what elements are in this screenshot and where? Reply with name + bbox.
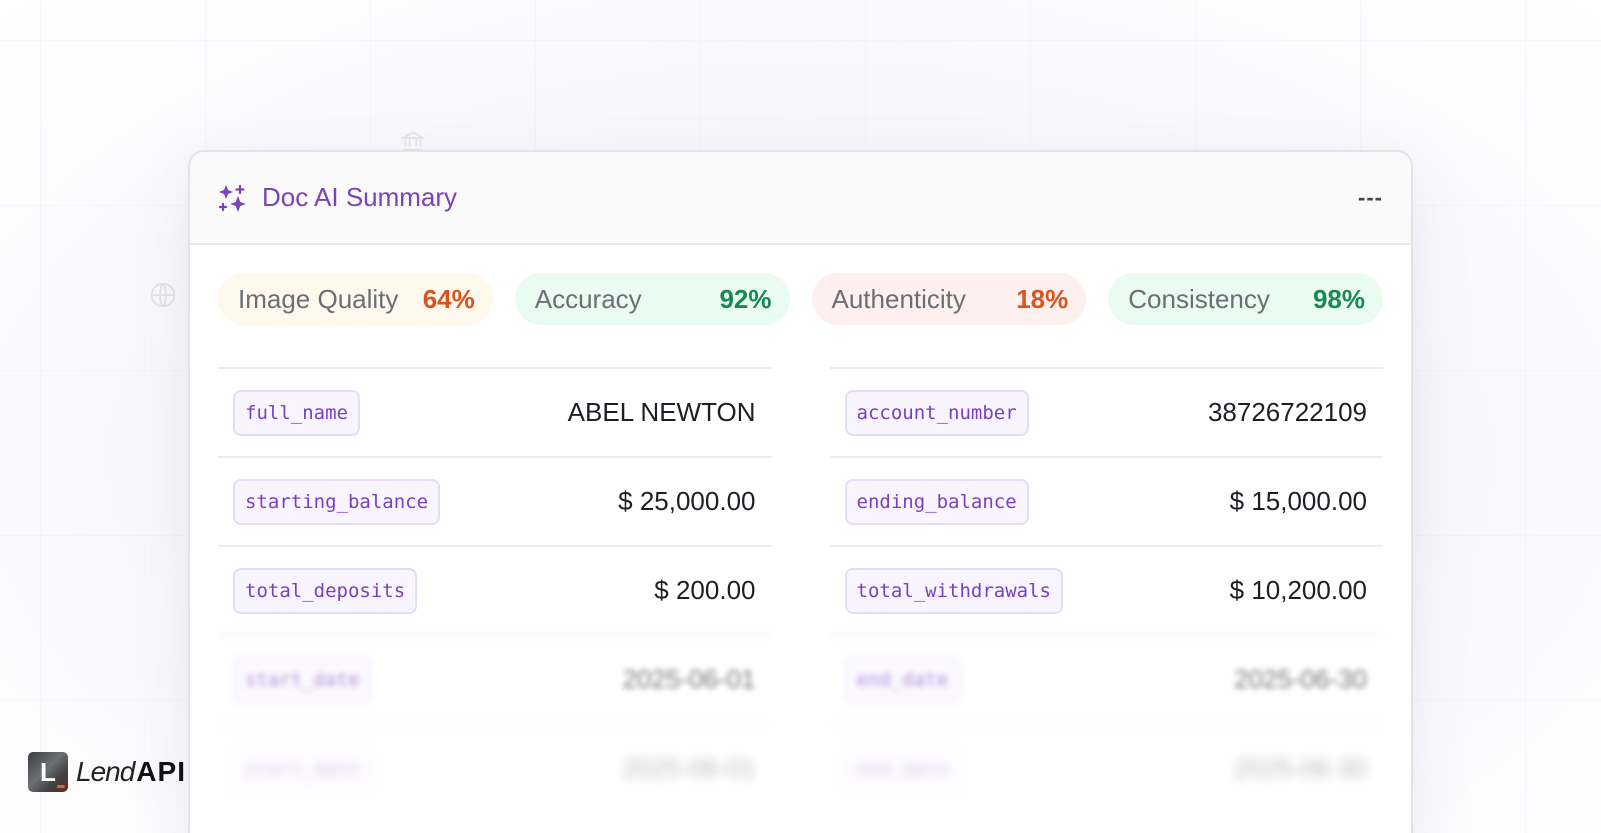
metric-image-quality: Image Quality 64% xyxy=(218,273,493,325)
metric-authenticity: Authenticity 18% xyxy=(811,273,1087,325)
field-row: starting_balance $ 25,000.00 xyxy=(218,456,772,545)
field-key: end_date xyxy=(844,745,961,792)
field-value: ABEL NEWTON xyxy=(567,397,756,427)
field-value: 38726722109 xyxy=(1207,397,1367,427)
metric-value: 64% xyxy=(422,283,475,314)
logo-text-api: API xyxy=(136,756,186,787)
field-key: start_date xyxy=(233,745,372,792)
fields-column-left: full_name ABEL NEWTON starting_balance $… xyxy=(218,367,772,812)
field-value: 2025-06-01 xyxy=(622,753,756,783)
metric-value: 92% xyxy=(719,283,772,314)
field-value: 2025-06-30 xyxy=(1234,664,1367,694)
header-menu-button[interactable]: --- xyxy=(1358,184,1383,210)
metric-label: Accuracy xyxy=(534,283,642,314)
field-row: ending_balance $ 15,000.00 xyxy=(829,456,1383,545)
globe-icon xyxy=(148,280,178,315)
card-title: Doc AI Summary xyxy=(262,182,458,212)
field-key: end_date xyxy=(844,656,961,703)
field-row: account_number 38726722109 xyxy=(829,367,1383,456)
field-row: end_date 2025-06-30 xyxy=(829,723,1383,812)
logo-mark: L xyxy=(28,752,68,792)
field-value: $ 10,200.00 xyxy=(1229,575,1367,605)
field-row: start_date 2025-06-01 xyxy=(218,723,772,812)
field-value: $ 200.00 xyxy=(654,575,756,605)
field-row: start_date 2025-06-01 xyxy=(218,634,772,723)
field-value: $ 25,000.00 xyxy=(618,486,756,516)
lendapi-logo: L Lend API xyxy=(28,752,186,792)
sparkles-icon xyxy=(218,184,246,212)
field-row: total_deposits $ 200.00 xyxy=(218,545,772,634)
metric-value: 98% xyxy=(1312,283,1365,314)
extracted-fields: full_name ABEL NEWTON starting_balance $… xyxy=(190,325,1411,812)
doc-ai-summary-card: Doc AI Summary --- Image Quality 64% Acc… xyxy=(188,150,1413,833)
metric-label: Image Quality xyxy=(238,283,399,314)
field-key: total_withdrawals xyxy=(844,567,1063,614)
field-key: ending_balance xyxy=(844,478,1029,525)
card-header: Doc AI Summary --- xyxy=(190,152,1411,245)
metric-label: Consistency xyxy=(1128,283,1270,314)
field-value: 2025-06-01 xyxy=(622,664,756,694)
metric-label: Authenticity xyxy=(831,283,966,314)
field-key: start_date xyxy=(233,656,372,703)
metric-consistency: Consistency 98% xyxy=(1108,273,1383,325)
field-row: full_name ABEL NEWTON xyxy=(218,367,772,456)
field-key: starting_balance xyxy=(233,478,441,525)
metric-accuracy: Accuracy 92% xyxy=(514,273,790,325)
metrics-row: Image Quality 64% Accuracy 92% Authentic… xyxy=(190,245,1411,325)
bank-icon xyxy=(400,128,426,159)
field-key: total_deposits xyxy=(233,567,418,614)
field-row: total_withdrawals $ 10,200.00 xyxy=(829,545,1383,634)
field-value: 2025-06-30 xyxy=(1234,753,1367,783)
logo-text-lend: Lend xyxy=(76,756,135,787)
field-key: full_name xyxy=(233,389,360,436)
metric-value: 18% xyxy=(1016,283,1069,314)
field-key: account_number xyxy=(844,389,1029,436)
field-row: end_date 2025-06-30 xyxy=(829,634,1383,723)
fields-column-right: account_number 38726722109 ending_balanc… xyxy=(829,367,1383,812)
field-value: $ 15,000.00 xyxy=(1229,486,1367,516)
